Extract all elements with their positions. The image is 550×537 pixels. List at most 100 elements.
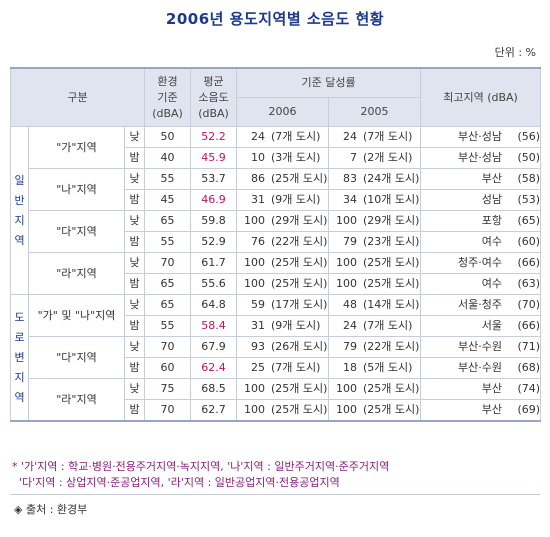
time-of-day: 밤 [123,273,146,295]
max-area-value: (71) [517,340,541,353]
header-avg-noise-line2: 소음도 [198,90,229,104]
rate-percent: 79 [343,235,358,248]
avg-noise: 62.4 [190,357,238,379]
env-standard: 70 [144,336,192,358]
table-row: "다"지역 낮 70 67.9 93 (26개 도시) 79 (22개 도시) 부산·수원 (71… [11,336,542,379]
max-area: 여수 (63) [420,273,542,295]
table-row: 밤 55 58.4 31 (9개 도시) 24 (7개 도시) 서울 (66) [11,315,542,337]
zone-label: "가"지역 [28,126,125,169]
achieve-rate-06: 31 (9개 도시) [236,315,330,337]
achieve-rate-05: 18 (5개 도시) [328,357,422,379]
table-row: 밤 65 55.6 100 (25개 도시) 100 (25개 도시) 여수 (63) [11,273,542,295]
env-standard: 70 [144,252,192,274]
env-standard: 70 [144,399,192,422]
time-of-day: 낮 [123,336,146,358]
max-area: 포항 (65) [420,210,542,232]
rate-city-count: (29개 도시) [363,214,420,227]
rate-city-count: (5개 도시) [363,361,413,374]
max-area: 부산 (69) [420,399,542,422]
rate-city-count: (29개 도시) [271,214,328,227]
rate-percent: 24 [251,130,266,143]
rate-percent: 59 [251,298,266,311]
header-achieve-rate: 기준 달성률 [236,67,422,98]
rate-city-count: (25개 도시) [363,403,420,416]
noise-table: 구분 환경 기준 (dBA) 평균 소음도 (dBA) 기준 달성률 최고지역 … [9,67,542,422]
max-area: 성남 (53) [420,189,542,211]
rate-city-count: (25개 도시) [363,382,420,395]
achieve-rate-06: 100 (25개 도시) [236,399,330,422]
time-of-day: 낮 [123,168,146,190]
env-standard: 65 [144,294,192,316]
rate-percent: 34 [343,193,358,206]
rate-city-count: (25개 도시) [363,277,420,290]
max-area-value: (69) [517,403,541,416]
achieve-rate-06: 59 (17개 도시) [236,294,330,316]
env-standard: 45 [144,189,192,211]
rate-percent: 25 [251,361,266,374]
achieve-rate-05: 100 (25개 도시) [328,378,422,400]
max-area-name: 포항 [481,214,503,227]
time-of-day: 밤 [123,147,146,169]
env-standard: 40 [144,147,192,169]
env-standard: 60 [144,357,192,379]
header-category: 구분 [9,67,146,127]
max-area: 부산·수원 (68) [420,357,542,379]
avg-noise: 62.7 [190,399,238,422]
achieve-rate-06: 93 (26개 도시) [236,336,330,358]
avg-noise: 52.2 [190,126,238,148]
env-standard: 65 [144,210,192,232]
rate-percent: 7 [350,151,358,164]
achieve-rate-05: 24 (7개 도시) [328,315,422,337]
time-of-day: 낮 [123,252,146,274]
max-area-name: 부산 [481,172,503,185]
zone-label: "나"지역 [28,168,125,211]
achieve-rate-06: 76 (22개 도시) [236,231,330,253]
achieve-rate-06: 31 (9개 도시) [236,189,330,211]
rate-city-count: (7개 도시) [271,130,321,143]
rate-city-count: (3개 도시) [271,151,321,164]
achieve-rate-06: 10 (3개 도시) [236,147,330,169]
max-area-value: (50) [517,151,541,164]
max-area-name: 부산·성남 [458,151,503,164]
table-body: 일 반 지 역 "가"지역 낮 50 52.2 24 (7개 도시) 24 (7개 도시) 부산·성남(… [10,126,542,422]
max-area: 부산 (74) [420,378,542,400]
rate-city-count: (25개 도시) [363,256,420,269]
achieve-rate-05: 24 (7개 도시) [328,126,422,148]
avg-noise: 53.7 [190,168,238,190]
max-area-name: 여수 [481,235,503,248]
rate-percent: 79 [343,340,358,353]
max-area-name: 부산·수원 [458,340,503,353]
rate-city-count: (23개 도시) [363,235,420,248]
achieve-rate-06: 100 (29개 도시) [236,210,330,232]
max-area: 부산 (58) [420,168,542,190]
rate-city-count: (25개 도시) [271,403,328,416]
rate-city-count: (25개 도시) [271,256,328,269]
time-of-day: 밤 [123,189,146,211]
rate-percent: 10 [251,151,266,164]
group-label-char: 반 [14,193,25,207]
header-max-area: 최고지역 (dBA) [420,67,542,127]
rate-city-count: (25개 도시) [271,382,328,395]
max-area-name: 성남 [481,193,503,206]
table-row: 밤 60 62.4 25 (7개 도시) 18 (5개 도시) 부산·수원 (68) [11,357,542,379]
achieve-rate-05: 100 (29개 도시) [328,210,422,232]
max-area-value: (63) [517,277,541,290]
time-of-day: 낮 [123,294,146,316]
env-standard: 75 [144,378,192,400]
avg-noise: 67.9 [190,336,238,358]
header-year-2006: 2006 [236,97,330,127]
rate-percent: 100 [336,403,358,416]
max-area-value: (66) [517,256,541,269]
achieve-rate-06: 24 (7개 도시) [236,126,330,148]
rate-percent: 83 [343,172,358,185]
table-row: 밤 45 46.9 31 (9개 도시) 34 (10개 도시) 성남 (53) [11,189,542,211]
table-row: "나"지역 낮 55 53.7 86 (25개 도시) 83 (24개 도시) 부산 (58) [11,168,542,211]
rate-percent: 100 [244,214,266,227]
table-row: "라"지역 낮 75 68.5 100 (25개 도시) 100 (25개 도시) 부산 (74) [11,378,542,422]
max-area-name: 서울 [481,319,503,332]
avg-noise: 61.7 [190,252,238,274]
max-area-name: 여수 [481,277,503,290]
rate-percent: 100 [244,277,266,290]
achieve-rate-05: 34 (10개 도시) [328,189,422,211]
rate-percent: 24 [343,130,358,143]
